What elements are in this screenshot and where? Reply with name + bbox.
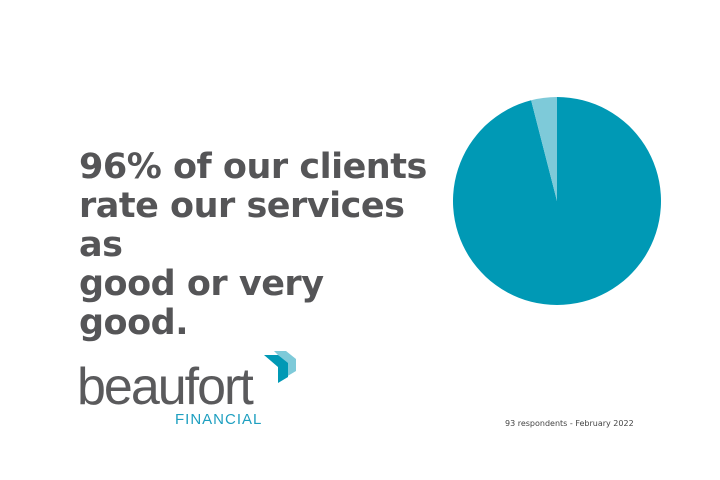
- pie-chart: [453, 97, 661, 305]
- logo-subtitle: FINANCIAL: [175, 411, 263, 428]
- logo-wordmark: beaufort: [77, 358, 254, 416]
- beaufort-logo: beaufort FINANCIAL: [75, 345, 315, 435]
- footnote: 93 respondents - February 2022: [505, 419, 634, 428]
- pie-slice-2: [531, 97, 557, 201]
- headline: 96% of our clients rate our services as …: [79, 148, 439, 343]
- headline-line-3: good or very good.: [79, 264, 324, 343]
- headline-line-2: rate our services as: [79, 186, 405, 265]
- headline-line-1: 96% of our clients: [79, 147, 427, 187]
- logo-arrow-mark-icon: [264, 351, 296, 383]
